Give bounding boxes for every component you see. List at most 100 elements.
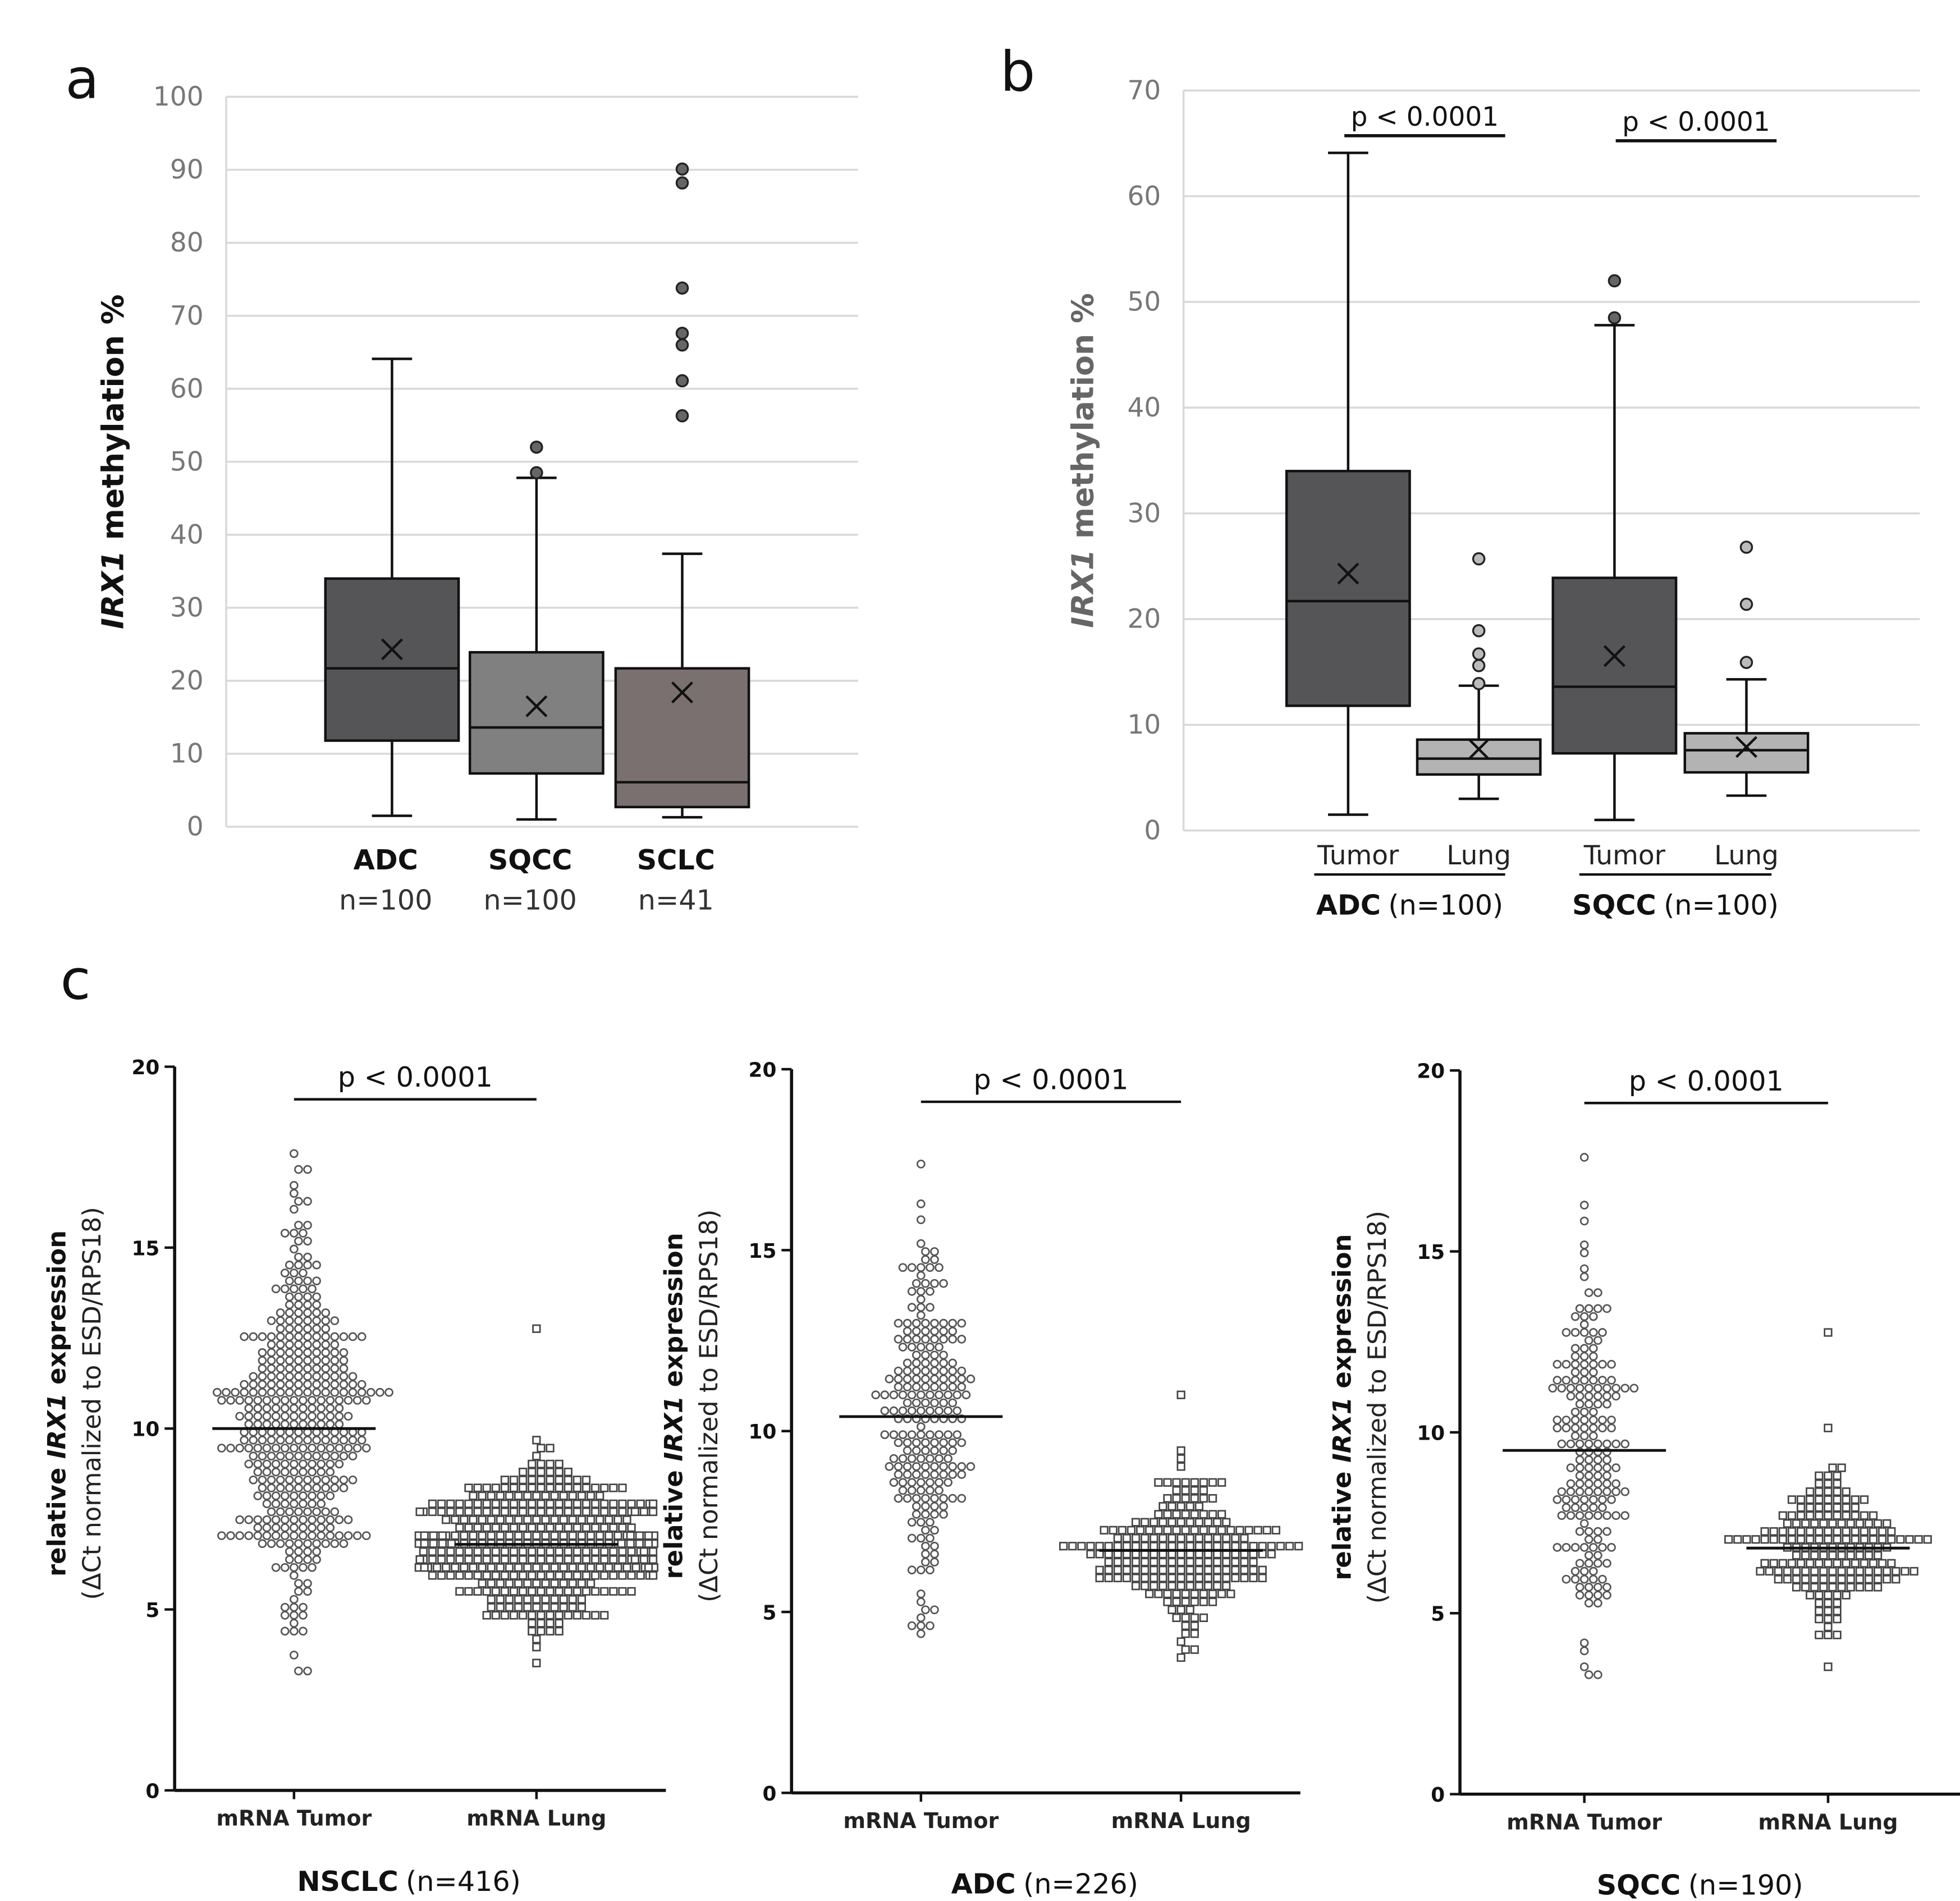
data-point (455, 1571, 464, 1580)
data-point (1869, 1527, 1878, 1536)
data-point (1194, 1518, 1203, 1527)
data-point (276, 1507, 285, 1517)
data-point (303, 1236, 312, 1246)
data-point (916, 1613, 926, 1623)
data-point (1842, 1495, 1851, 1504)
data-point (1176, 1502, 1185, 1511)
data-point (1593, 1439, 1602, 1449)
data-point (939, 1358, 948, 1368)
data-point (299, 1444, 308, 1453)
data-point (344, 1396, 353, 1405)
data-point (330, 1356, 340, 1365)
data-point (1815, 1527, 1824, 1536)
data-point (921, 1605, 930, 1615)
data-point (921, 1382, 930, 1391)
data-point (1176, 1518, 1185, 1527)
data-point (1593, 1455, 1602, 1464)
group-n: (n=416) (406, 1865, 521, 1898)
data-point (930, 1501, 939, 1511)
data-point (276, 1332, 285, 1341)
data-point (308, 1459, 317, 1469)
data-point (1598, 1328, 1607, 1337)
data-point (312, 1300, 321, 1309)
data-point (496, 1595, 505, 1604)
data-point (935, 1486, 944, 1495)
data-point (1136, 1526, 1145, 1534)
data-point (916, 1199, 926, 1208)
data-point (546, 1619, 555, 1628)
data-point (312, 1324, 321, 1334)
data-point (1607, 1416, 1616, 1424)
data-point (1095, 1542, 1104, 1551)
data-point (1579, 1503, 1589, 1512)
data-point (1258, 1565, 1267, 1574)
data-point (1222, 1542, 1231, 1551)
data-point (631, 1563, 640, 1572)
data-point (335, 1459, 344, 1469)
data-point (1566, 1463, 1576, 1472)
data-point (957, 1494, 967, 1503)
data-point (1213, 1565, 1222, 1574)
data-point (294, 1348, 303, 1357)
outlier-point (1608, 311, 1622, 324)
data-point (312, 1348, 321, 1357)
data-point (303, 1372, 312, 1381)
data-point (1122, 1558, 1132, 1566)
y-axis-label-text: expression (42, 1230, 71, 1393)
data-point (1557, 1487, 1567, 1496)
data-point (613, 1563, 622, 1572)
data-point (271, 1523, 281, 1532)
data-point (303, 1165, 312, 1174)
y-axis-label-gene: IRX1 (95, 551, 130, 629)
data-point (352, 1531, 362, 1540)
data-point (348, 1387, 358, 1397)
data-point (308, 1499, 317, 1509)
data-point (546, 1507, 555, 1517)
data-point (916, 1160, 926, 1169)
data-point (944, 1454, 952, 1463)
data-point (596, 1515, 605, 1524)
y-tick-label: 70 (170, 300, 204, 331)
data-point (1561, 1376, 1571, 1385)
data-point (267, 1387, 276, 1397)
data-point (528, 1467, 537, 1477)
y-tick-label: 10 (170, 739, 204, 769)
data-point (312, 1451, 321, 1461)
y-tick-label: 15 (131, 1237, 159, 1260)
data-point (537, 1555, 546, 1564)
data-point (600, 1483, 609, 1492)
data-point (330, 1340, 340, 1349)
data-point (299, 1396, 308, 1405)
data-point (244, 1459, 254, 1469)
data-point (1593, 1463, 1602, 1472)
data-point (559, 1603, 568, 1612)
data-point (1602, 1384, 1611, 1393)
data-point (1141, 1565, 1150, 1574)
data-point (898, 1478, 908, 1487)
data-point (1199, 1526, 1208, 1534)
data-point (262, 1491, 272, 1500)
data-point (1557, 1511, 1567, 1520)
data-point (1113, 1533, 1122, 1543)
data-point (267, 1451, 276, 1461)
data-point (907, 1486, 917, 1495)
data-point (312, 1276, 321, 1286)
data-point (1141, 1573, 1150, 1583)
data-point (289, 1531, 299, 1540)
data-point (916, 1589, 926, 1598)
data-point (509, 1611, 519, 1620)
data-point (1602, 1399, 1611, 1409)
data-point (289, 1515, 299, 1524)
data-point (299, 1412, 308, 1421)
data-point (537, 1476, 546, 1485)
data-point (312, 1308, 321, 1317)
data-point (894, 1494, 903, 1503)
data-point (294, 1451, 303, 1461)
data-point (966, 1375, 976, 1384)
data-point (1593, 1551, 1602, 1560)
data-point (1598, 1543, 1607, 1552)
data-point (1769, 1559, 1778, 1568)
data-point (487, 1563, 496, 1572)
data-point (898, 1390, 908, 1400)
data-point (1593, 1479, 1602, 1488)
